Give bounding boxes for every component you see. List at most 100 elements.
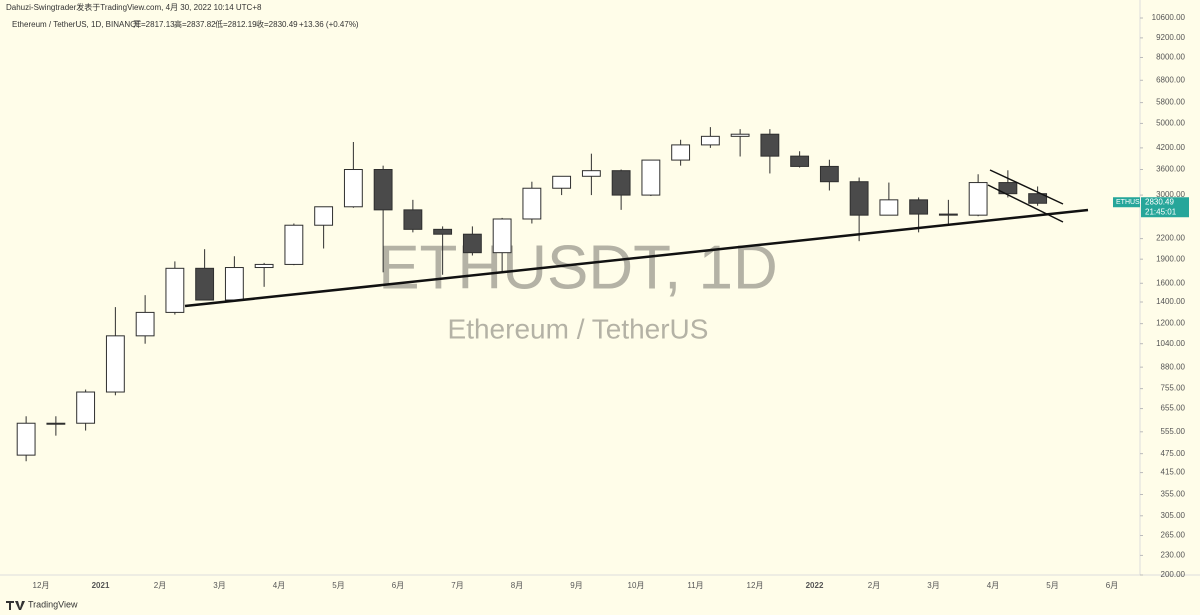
x-tick-label: 7月 — [451, 581, 463, 590]
candle-body — [105, 335, 125, 393]
price-tag-countdown: 21:45:01 — [1145, 207, 1177, 216]
trendline — [184, 208, 1089, 308]
x-tick-label: 8月 — [511, 581, 523, 590]
x-tick-label: 6月 — [392, 581, 404, 590]
y-tick-label: 265.00 — [1161, 531, 1186, 540]
y-tick-label: 1200.00 — [1156, 319, 1185, 328]
candle-body — [135, 311, 155, 337]
y-tick-label: 2200.00 — [1156, 234, 1185, 243]
open: 开=2817.13 — [133, 20, 175, 29]
y-tick-label: 5800.00 — [1156, 98, 1185, 107]
y-tick-label: 755.00 — [1161, 384, 1186, 393]
candle-body — [968, 182, 988, 216]
symbol-line: Ethereum / TetherUS, 1D, BINANCE — [12, 20, 141, 29]
candle-body — [224, 267, 244, 301]
candle-body — [314, 206, 334, 226]
channel-bottom — [987, 184, 1064, 223]
candle-body — [938, 213, 958, 216]
candle-body — [254, 263, 274, 269]
x-tick-label: 9月 — [570, 581, 582, 590]
brand-logo — [6, 601, 25, 610]
candle-body — [552, 175, 572, 189]
x-tick-label: 6月 — [1106, 581, 1118, 590]
brand: TradingView — [28, 599, 78, 609]
y-tick-label: 6800.00 — [1156, 75, 1185, 84]
price-tag-symbol: ETHUSDT — [1116, 199, 1150, 206]
candle-body — [641, 159, 661, 196]
candle-body — [492, 218, 512, 254]
y-tick-label: 1900.00 — [1156, 254, 1185, 263]
y-tick-label: 655.00 — [1161, 404, 1186, 413]
candle-body — [790, 155, 810, 167]
x-tick-label: 4月 — [987, 581, 999, 590]
candle-body — [998, 182, 1018, 195]
candle-body — [611, 170, 631, 196]
candle-body — [819, 165, 839, 183]
price-tag-price: 2830.49 — [1145, 197, 1174, 206]
candle-body — [522, 187, 542, 220]
high: 高=2837.82 — [174, 19, 216, 29]
candle-body — [581, 170, 601, 177]
y-tick-label: 305.00 — [1161, 511, 1186, 520]
candle-body — [373, 169, 393, 211]
candle-body — [700, 135, 720, 146]
price-tag — [1113, 197, 1140, 208]
candle-body — [76, 391, 96, 424]
y-tick-label: 10600.00 — [1152, 13, 1186, 22]
x-tick-label: 4月 — [273, 581, 285, 590]
low: 低=2812.19 — [215, 19, 257, 29]
y-tick-label: 200.00 — [1161, 570, 1186, 579]
y-tick-label: 355.00 — [1161, 490, 1186, 499]
y-tick-label: 1040.00 — [1156, 339, 1185, 348]
x-tick-label: 5月 — [1046, 581, 1058, 590]
candle-body — [195, 267, 215, 301]
x-tick-label: 12月 — [33, 581, 50, 590]
y-tick-label: 9200.00 — [1156, 33, 1185, 42]
close: 收=2830.49 — [256, 19, 298, 29]
y-tick-label: 230.00 — [1161, 551, 1186, 560]
publisher: Dahuzi-Swingtrader发表于TradingView.com, 4月… — [6, 2, 262, 12]
x-tick-label: 5月 — [332, 581, 344, 590]
plot — [16, 127, 1048, 462]
y-tick-label: 4200.00 — [1156, 143, 1185, 152]
candle-body — [165, 267, 185, 313]
y-tick-label: 3000.00 — [1156, 190, 1185, 199]
x-tick-label: 2月 — [868, 581, 880, 590]
candle-body — [403, 209, 423, 230]
x-tick-label: 3月 — [213, 581, 225, 590]
y-tick-label: 5000.00 — [1156, 119, 1185, 128]
candle-body — [760, 133, 780, 157]
y-tick-label: 555.00 — [1161, 427, 1186, 436]
watermark-symbol: ETHUSDT, 1D — [378, 233, 778, 302]
y-tick-label: 1400.00 — [1156, 297, 1185, 306]
candle-body — [1028, 193, 1048, 204]
candle-body — [462, 233, 482, 254]
x-tick-label: 3月 — [927, 581, 939, 590]
candle-body — [284, 224, 304, 265]
candle-body — [909, 199, 929, 215]
x-tick-label: 2月 — [154, 581, 166, 590]
y-tick-label: 1600.00 — [1156, 278, 1185, 287]
candle-body — [46, 422, 66, 425]
candle-body — [433, 228, 453, 235]
y-tick-label: 475.00 — [1161, 449, 1186, 458]
y-tick-label: 8000.00 — [1156, 53, 1185, 62]
x-tick-label: 2022 — [806, 581, 824, 590]
x-tick-label: 2021 — [92, 581, 110, 590]
y-tick-label: 880.00 — [1161, 362, 1186, 371]
channel-top — [989, 169, 1064, 205]
price-tag-box — [1141, 197, 1189, 218]
y-tick-label: 415.00 — [1161, 468, 1186, 477]
x-tick-label: 10月 — [628, 581, 645, 590]
candle-body — [671, 144, 691, 161]
x-tick-label: 11月 — [687, 581, 703, 590]
change: +13.36 (+0.47%) — [299, 20, 359, 29]
candle-body — [16, 422, 36, 456]
candle-body — [849, 181, 869, 216]
candle-body — [879, 199, 899, 216]
x-tick-label: 12月 — [747, 581, 764, 590]
candle-body — [343, 169, 363, 208]
